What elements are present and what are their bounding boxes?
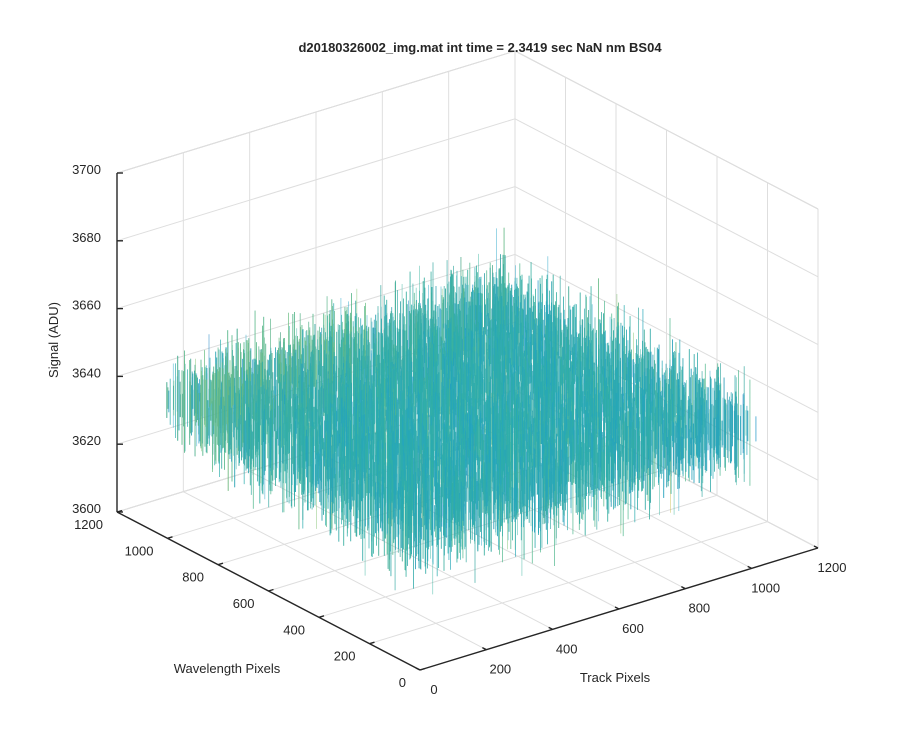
- z-tick-label: 3600: [72, 501, 101, 516]
- x-tick-mark: [681, 586, 686, 590]
- wall-grid-line: [514, 118, 819, 278]
- x-tick-label: 600: [622, 621, 644, 636]
- surface-band: [633, 366, 757, 511]
- x-tick-mark: [813, 545, 819, 549]
- floor-grid-line: [268, 468, 667, 592]
- wall-grid-line: [514, 186, 819, 346]
- z-tick-label: 3620: [72, 433, 101, 448]
- y-tick-label: 1000: [125, 543, 154, 558]
- x-tick-label: 1200: [818, 560, 847, 575]
- y-tick-label: 600: [233, 596, 255, 611]
- x-tick-label: 1000: [751, 580, 780, 595]
- floor-grid-line: [369, 521, 768, 645]
- surface-plot: [166, 227, 757, 595]
- wall-grid-line: [116, 50, 516, 174]
- x-axis-label: Track Pixels: [580, 670, 651, 685]
- y-tick-mark: [369, 641, 375, 645]
- z-axis-ticks: 3600 3620 3640 3660 3680 3700: [72, 162, 123, 516]
- x-tick-mark: [415, 667, 421, 671]
- y-axis-ticks: 0 200 400 600 800 1000 1200: [74, 509, 426, 690]
- x-axis-ticks: 0 200 400 600 800 1000 1200: [415, 545, 847, 697]
- chart-title: d20180326002_img.mat int time = 2.3419 s…: [298, 40, 662, 55]
- wall-grid-line: [514, 253, 819, 413]
- floor-grid-line: [318, 494, 718, 618]
- x-tick-mark: [747, 565, 752, 569]
- wall-grid-line: [514, 50, 819, 210]
- y-tick-mark: [318, 615, 325, 619]
- y-tick-mark: [419, 667, 426, 671]
- z-axis-label: Signal (ADU): [46, 302, 61, 378]
- y-tick-mark: [217, 562, 224, 566]
- y-tick-label: 0: [399, 675, 406, 690]
- x-tick-label: 400: [556, 641, 578, 656]
- z-tick-label: 3640: [72, 365, 101, 380]
- y-tick-label: 800: [182, 570, 204, 585]
- z-tick-label: 3680: [72, 230, 101, 245]
- y-tick-label: 1200: [74, 517, 103, 532]
- x-tick-mark: [614, 606, 620, 610]
- x-tick-label: 800: [688, 601, 710, 616]
- y-tick-label: 400: [283, 622, 305, 637]
- wall-grid-line: [116, 253, 516, 377]
- x-tick-mark: [482, 647, 487, 651]
- x-tick-mark: [548, 626, 553, 630]
- z-tick-label: 3700: [72, 162, 101, 177]
- z-tick-label: 3660: [72, 298, 101, 313]
- y-tick-mark: [268, 588, 274, 592]
- y-tick-mark: [167, 536, 173, 540]
- y-tick-label: 200: [334, 649, 356, 664]
- y-axis-label: Wavelength Pixels: [174, 661, 281, 676]
- x-tick-label: 200: [489, 662, 511, 677]
- x-tick-label: 0: [430, 682, 437, 697]
- wall-grid-line: [116, 186, 516, 310]
- wall-grid-line: [116, 118, 516, 242]
